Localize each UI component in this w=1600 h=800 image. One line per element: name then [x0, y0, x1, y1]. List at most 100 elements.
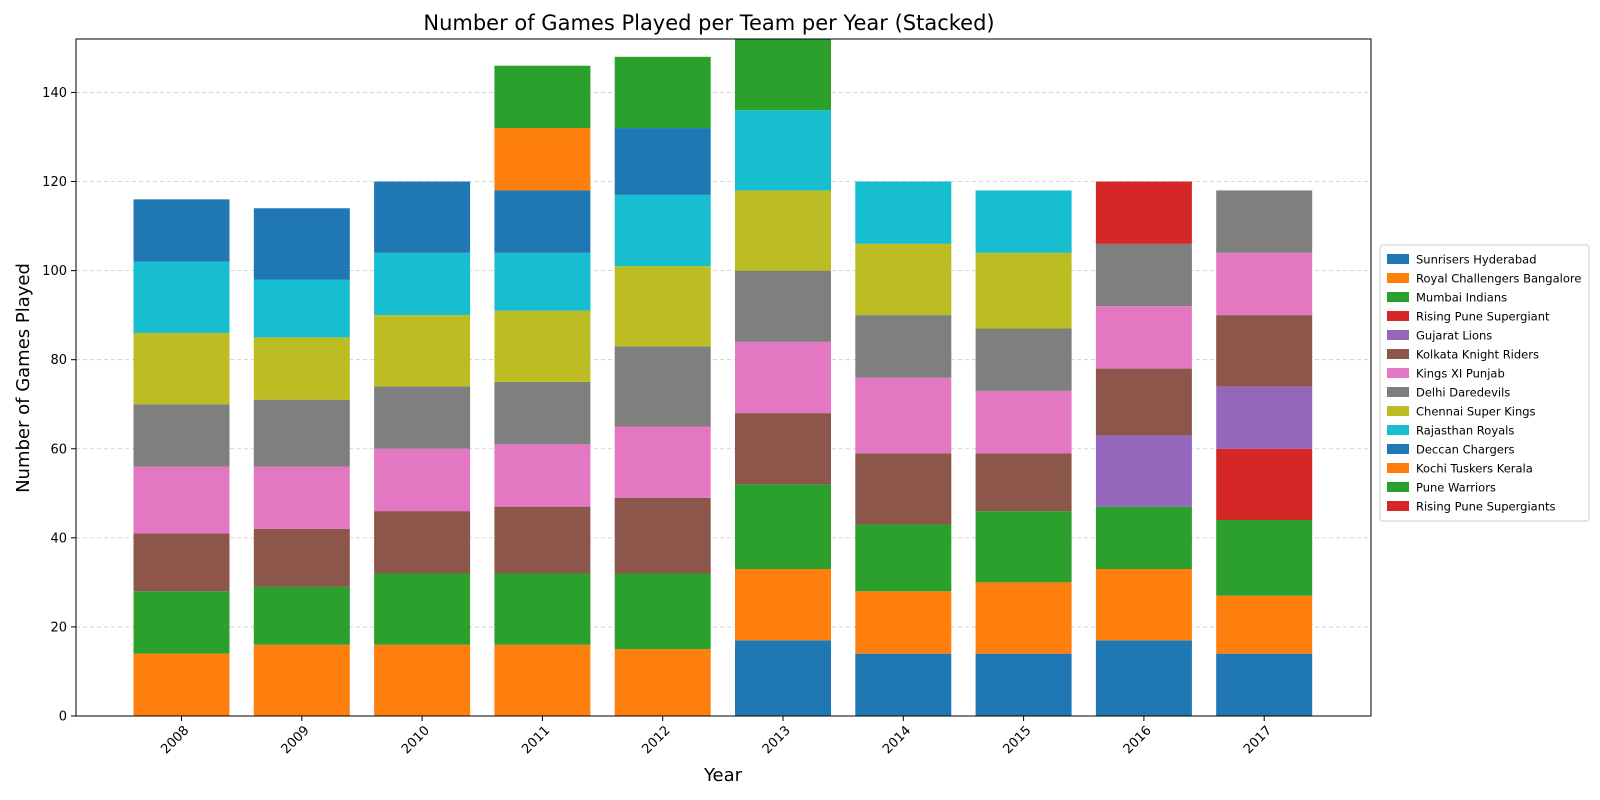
x-tick-label: 2015	[1000, 723, 1034, 757]
legend-label: Sunrisers Hyderabad	[1416, 253, 1537, 267]
bar-segment	[133, 332, 230, 405]
bar-segment	[855, 181, 952, 244]
bar-segment	[494, 252, 591, 311]
bar-segment	[1216, 595, 1313, 654]
bar-segment	[253, 466, 350, 529]
bar-segment	[735, 484, 831, 570]
bar-segment	[975, 582, 1072, 654]
legend-swatch	[1387, 254, 1409, 264]
legend-label: Mumbai Indians	[1416, 291, 1507, 305]
bar-segment	[133, 261, 230, 333]
y-tick-label: 100	[42, 264, 67, 279]
bar-segment	[494, 128, 591, 191]
bar-segment	[735, 341, 831, 414]
legend-label: Royal Challengers Bangalore	[1416, 272, 1581, 286]
bar-segment	[374, 386, 471, 449]
x-tick-label: 2010	[399, 723, 433, 757]
x-tick-label: 2008	[158, 723, 192, 757]
x-tick-label: 2009	[279, 723, 313, 757]
bar-segment	[614, 56, 711, 129]
bar-segment	[614, 346, 711, 427]
bar-segment	[1095, 306, 1192, 369]
legend-label: Rajasthan Royals	[1416, 424, 1514, 438]
bar-segment	[374, 644, 471, 716]
bar-segment	[855, 315, 952, 378]
bar-segment	[975, 328, 1072, 391]
bar-segment	[494, 190, 591, 253]
y-tick-label: 140	[42, 86, 67, 101]
bar-segment	[133, 591, 230, 654]
bar-segment	[975, 252, 1072, 329]
legend-label: Chennai Super Kings	[1416, 405, 1536, 419]
legend-swatch	[1387, 444, 1409, 454]
legend-label: Rising Pune Supergiants	[1416, 500, 1555, 514]
bar-segment	[975, 653, 1072, 716]
x-tick-label: 2016	[1121, 723, 1155, 757]
bar-segment	[1216, 315, 1313, 387]
bar-segment	[735, 190, 831, 271]
bar-segment	[494, 310, 591, 382]
bar-segment	[975, 453, 1072, 512]
bar-segment	[1095, 181, 1192, 244]
legend-swatch	[1387, 368, 1409, 378]
bars-group	[133, 39, 1313, 716]
bar-segment	[494, 444, 591, 507]
bar-segment	[374, 315, 471, 387]
bar-segment	[1095, 368, 1192, 436]
bar-segment	[494, 506, 591, 574]
bar-segment	[614, 497, 711, 574]
bar-segment	[253, 208, 350, 280]
y-tick-label: 20	[50, 620, 67, 635]
legend-swatch	[1387, 425, 1409, 435]
bar-segment	[855, 653, 952, 716]
bar-segment	[855, 591, 952, 654]
legend-label: Kolkata Knight Riders	[1416, 348, 1539, 362]
y-tick-label: 120	[42, 175, 67, 190]
bar-segment	[374, 448, 471, 512]
legend-label: Rising Pune Supergiant	[1416, 310, 1550, 324]
x-tick-label: 2011	[519, 723, 553, 757]
y-axis: 0 20 40 60 80 100 120 140	[42, 86, 76, 725]
bar-segment	[253, 528, 350, 587]
bar-segment	[855, 377, 952, 454]
bar-segment	[253, 337, 350, 400]
bar-segment	[614, 128, 711, 195]
bar-segment	[253, 279, 350, 338]
bar-segment	[614, 426, 711, 498]
bar-segment	[1216, 386, 1313, 449]
legend-swatch	[1387, 406, 1409, 416]
plot-frame	[75, 38, 1372, 717]
legend-swatch	[1387, 349, 1409, 359]
bar-segment	[735, 569, 831, 641]
x-tick-label: 2013	[760, 723, 794, 757]
legend-swatch	[1387, 387, 1409, 397]
bar-segment	[1216, 520, 1313, 596]
bar-segment	[1216, 653, 1313, 716]
legend-label: Deccan Chargers	[1416, 443, 1515, 457]
bar-segment	[855, 243, 952, 316]
y-tick-label: 40	[50, 531, 67, 546]
bar-segment	[1216, 252, 1313, 316]
bar-segment	[253, 399, 350, 467]
bar-segment	[855, 524, 952, 592]
y-tick-label: 0	[59, 710, 67, 725]
x-tick-label: 2012	[640, 723, 674, 757]
chart-title: Number of Games Played per Team per Year…	[423, 11, 994, 35]
bar-segment	[1216, 190, 1313, 253]
bar-segment	[735, 270, 831, 342]
legend-swatch	[1387, 273, 1409, 283]
bar-segment	[735, 39, 831, 111]
bar-segment	[253, 644, 350, 716]
bar-segment	[614, 573, 711, 650]
bar-segment	[494, 573, 591, 645]
bar-segment	[975, 511, 1072, 583]
x-tick-label: 2014	[880, 723, 914, 757]
bar-segment	[133, 466, 230, 534]
legend-label: Kochi Tuskers Kerala	[1416, 462, 1533, 476]
x-tick-label: 2017	[1241, 723, 1275, 757]
bar-segment	[1095, 640, 1192, 716]
bar-segment	[614, 194, 711, 267]
legend-swatch	[1387, 292, 1409, 302]
bar-segment	[614, 649, 711, 716]
bar-segment	[1095, 243, 1192, 307]
